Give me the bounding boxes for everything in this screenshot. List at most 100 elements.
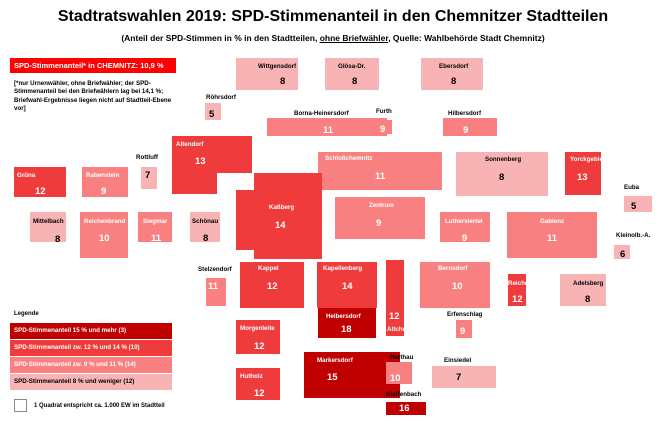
district-name-lutherviertel: Lutherviertel — [445, 218, 483, 225]
district-block-borna-heinersdorf — [267, 118, 387, 136]
district-name-sonnenberg: Sonnenberg — [485, 156, 522, 163]
district-value-reichenbrand: 10 — [99, 233, 110, 244]
district-block-kapellenberg — [317, 262, 377, 308]
legend-item-cat3: SPD-Stimmenanteil zw. 9 % und 11 % (14) — [10, 357, 172, 373]
district-name-erfenschlag: Erfenschlag — [447, 311, 483, 318]
district-name-borna-heinersdorf: Borna-Heinersdorf — [294, 110, 349, 117]
district-name-hutholz: Hutholz — [240, 373, 263, 380]
district-value-siegmar: 11 — [151, 233, 162, 244]
district-name-rottluff: Rottluff — [136, 154, 158, 161]
district-name-rabenstein: Rabenstein — [86, 172, 120, 179]
city-total-box: SPD-Stimmenanteil* in CHEMNITZ: 10,9 % — [10, 58, 176, 73]
district-value-altchemnitz: 12 — [389, 311, 400, 322]
district-block-lutherviertel — [440, 212, 490, 242]
district-block-yorckgebiet — [565, 152, 601, 195]
district-value-stelzendorf: 11 — [208, 281, 219, 292]
district-value-schoenau: 8 — [203, 233, 209, 244]
district-name-schlosschemnitz: Schloßchemnitz — [325, 155, 373, 162]
legend-title: Legende — [14, 311, 39, 317]
district-block-siegmar — [138, 212, 172, 242]
district-block-gablenz — [507, 212, 597, 258]
district-value-ebersdorf: 8 — [451, 76, 457, 87]
district-name-klaffenbach: Klaffenbach — [386, 391, 422, 398]
district-value-euba: 5 — [631, 201, 637, 212]
legend-item-cat4: SPD-Stimmenanteil 8 % und weniger (12) — [10, 374, 172, 390]
district-block-roehrsdorf — [205, 103, 221, 120]
district-name-yorckgebiet: Yorckgebiet — [570, 156, 605, 163]
district-value-lutherviertel: 9 — [462, 233, 468, 244]
district-name-stelzendorf: Stelzendorf — [198, 266, 232, 273]
district-block-altchemnitz — [386, 260, 404, 336]
district-name-reichenbrand: Reichenbrand — [84, 218, 126, 225]
district-block-gruena — [14, 167, 66, 197]
subtitle-text-1: (Anteil der SPD-Stimmen in % in den Stad… — [121, 33, 320, 43]
district-name-gablenz: Gablenz — [540, 218, 565, 225]
district-value-harthau: 10 — [390, 373, 401, 384]
district-block-stelzendorf — [206, 278, 226, 306]
district-name-gruena: Grüna — [17, 172, 36, 179]
district-value-borna-heinersdorf: 11 — [323, 125, 334, 136]
district-value-kapellenberg: 14 — [342, 281, 353, 292]
district-block-kappel — [240, 262, 304, 308]
district-value-schlosschemnitz: 11 — [375, 171, 386, 182]
footnote: [*nur Urnenwähler, ohne Briefwähler; der… — [14, 80, 172, 112]
district-block-rabenstein — [82, 167, 128, 197]
district-name-siegmar: Siegmar — [143, 218, 168, 225]
district-block-rottluff — [141, 167, 157, 189]
district-name-zentrum: Zentrum — [369, 202, 394, 209]
district-name-bernsdorf: Bernsdorf — [438, 265, 468, 272]
district-block-zentrum — [335, 197, 425, 239]
district-value-helbersdorf: 18 — [341, 324, 352, 335]
district-block-reichenbrand — [80, 212, 128, 258]
scale-square — [14, 399, 27, 412]
district-block-morgenleite — [236, 320, 280, 354]
district-block-harthau — [386, 362, 412, 384]
district-value-mittelbach: 8 — [55, 234, 61, 245]
district-name-adelsberg: Adelsberg — [573, 280, 604, 287]
district-block-gloesa-dr — [325, 58, 379, 90]
district-name-schoenau: Schönau — [192, 218, 219, 225]
district-block-adelsberg — [560, 274, 606, 306]
district-name-markersdorf: Markersdorf — [317, 357, 353, 364]
district-value-roehrsdorf: 5 — [209, 109, 215, 120]
district-value-morgenleite: 12 — [254, 341, 265, 352]
district-name-morgenleite: Morgenleite — [240, 325, 275, 332]
district-block-hutholz — [236, 368, 280, 400]
scale-text: 1 Quadrat entspricht ca. 1.000 EW im Sta… — [34, 403, 165, 409]
district-name-wittgensdorf: Wittgensdorf — [258, 63, 297, 70]
district-value-rabenstein: 9 — [101, 186, 107, 197]
district-block-wittgensdorf — [236, 58, 298, 90]
district-value-klaffenbach: 16 — [399, 403, 410, 414]
district-value-altendorf: 13 — [195, 156, 206, 167]
district-block-sonnenberg — [456, 152, 548, 196]
subtitle-text-2: , Quelle: Wahlbehörde Stadt Chemnitz) — [388, 33, 545, 43]
district-block-mittelbach — [30, 212, 66, 242]
district-value-gloesa-dr: 8 — [352, 76, 358, 87]
district-name-helbersdorf: Helbersdorf — [326, 313, 361, 320]
district-value-einsiedel: 7 — [456, 372, 462, 383]
district-name-einsiedel: Einsiedel — [444, 357, 472, 364]
district-value-yorckgebiet: 13 — [577, 172, 588, 183]
district-block-markersdorf — [304, 352, 400, 398]
district-block-kleinolb-a — [614, 245, 630, 259]
district-block-ebersdorf — [421, 58, 483, 90]
district-block-schlosschemnitz — [318, 152, 442, 190]
district-block-klaffenbach — [386, 402, 426, 415]
district-block-schoenau — [190, 212, 220, 242]
map-title: Stadtratswahlen 2019: SPD-Stimmenanteil … — [57, 8, 609, 25]
subtitle-underlined: ohne Briefwähler — [319, 33, 389, 43]
district-name-harthau: Harthau — [390, 354, 414, 361]
district-name-gloesa-dr: Glösa-Dr. — [338, 63, 366, 70]
district-block-altendorf — [172, 136, 217, 194]
district-value-hutholz: 12 — [254, 388, 265, 399]
district-name-roehrsdorf: Röhrsdorf — [206, 94, 236, 101]
district-block-einsiedel — [432, 366, 496, 388]
map-subtitle: (Anteil der SPD-Stimmen in % in den Stad… — [0, 33, 666, 43]
district-name-kapellenberg: Kapellenberg — [323, 265, 363, 272]
district-value-wittgensdorf: 8 — [280, 76, 286, 87]
district-block-reichenhain — [508, 274, 526, 306]
legend-item-cat1: SPD-Stimmenanteil 15 % und mehr (3) — [10, 323, 172, 339]
district-value-hilbersdorf: 9 — [463, 125, 469, 136]
district-value-gruena: 12 — [35, 186, 46, 197]
district-name-kleinolb-a: Kleinolb.-A. — [616, 232, 651, 239]
